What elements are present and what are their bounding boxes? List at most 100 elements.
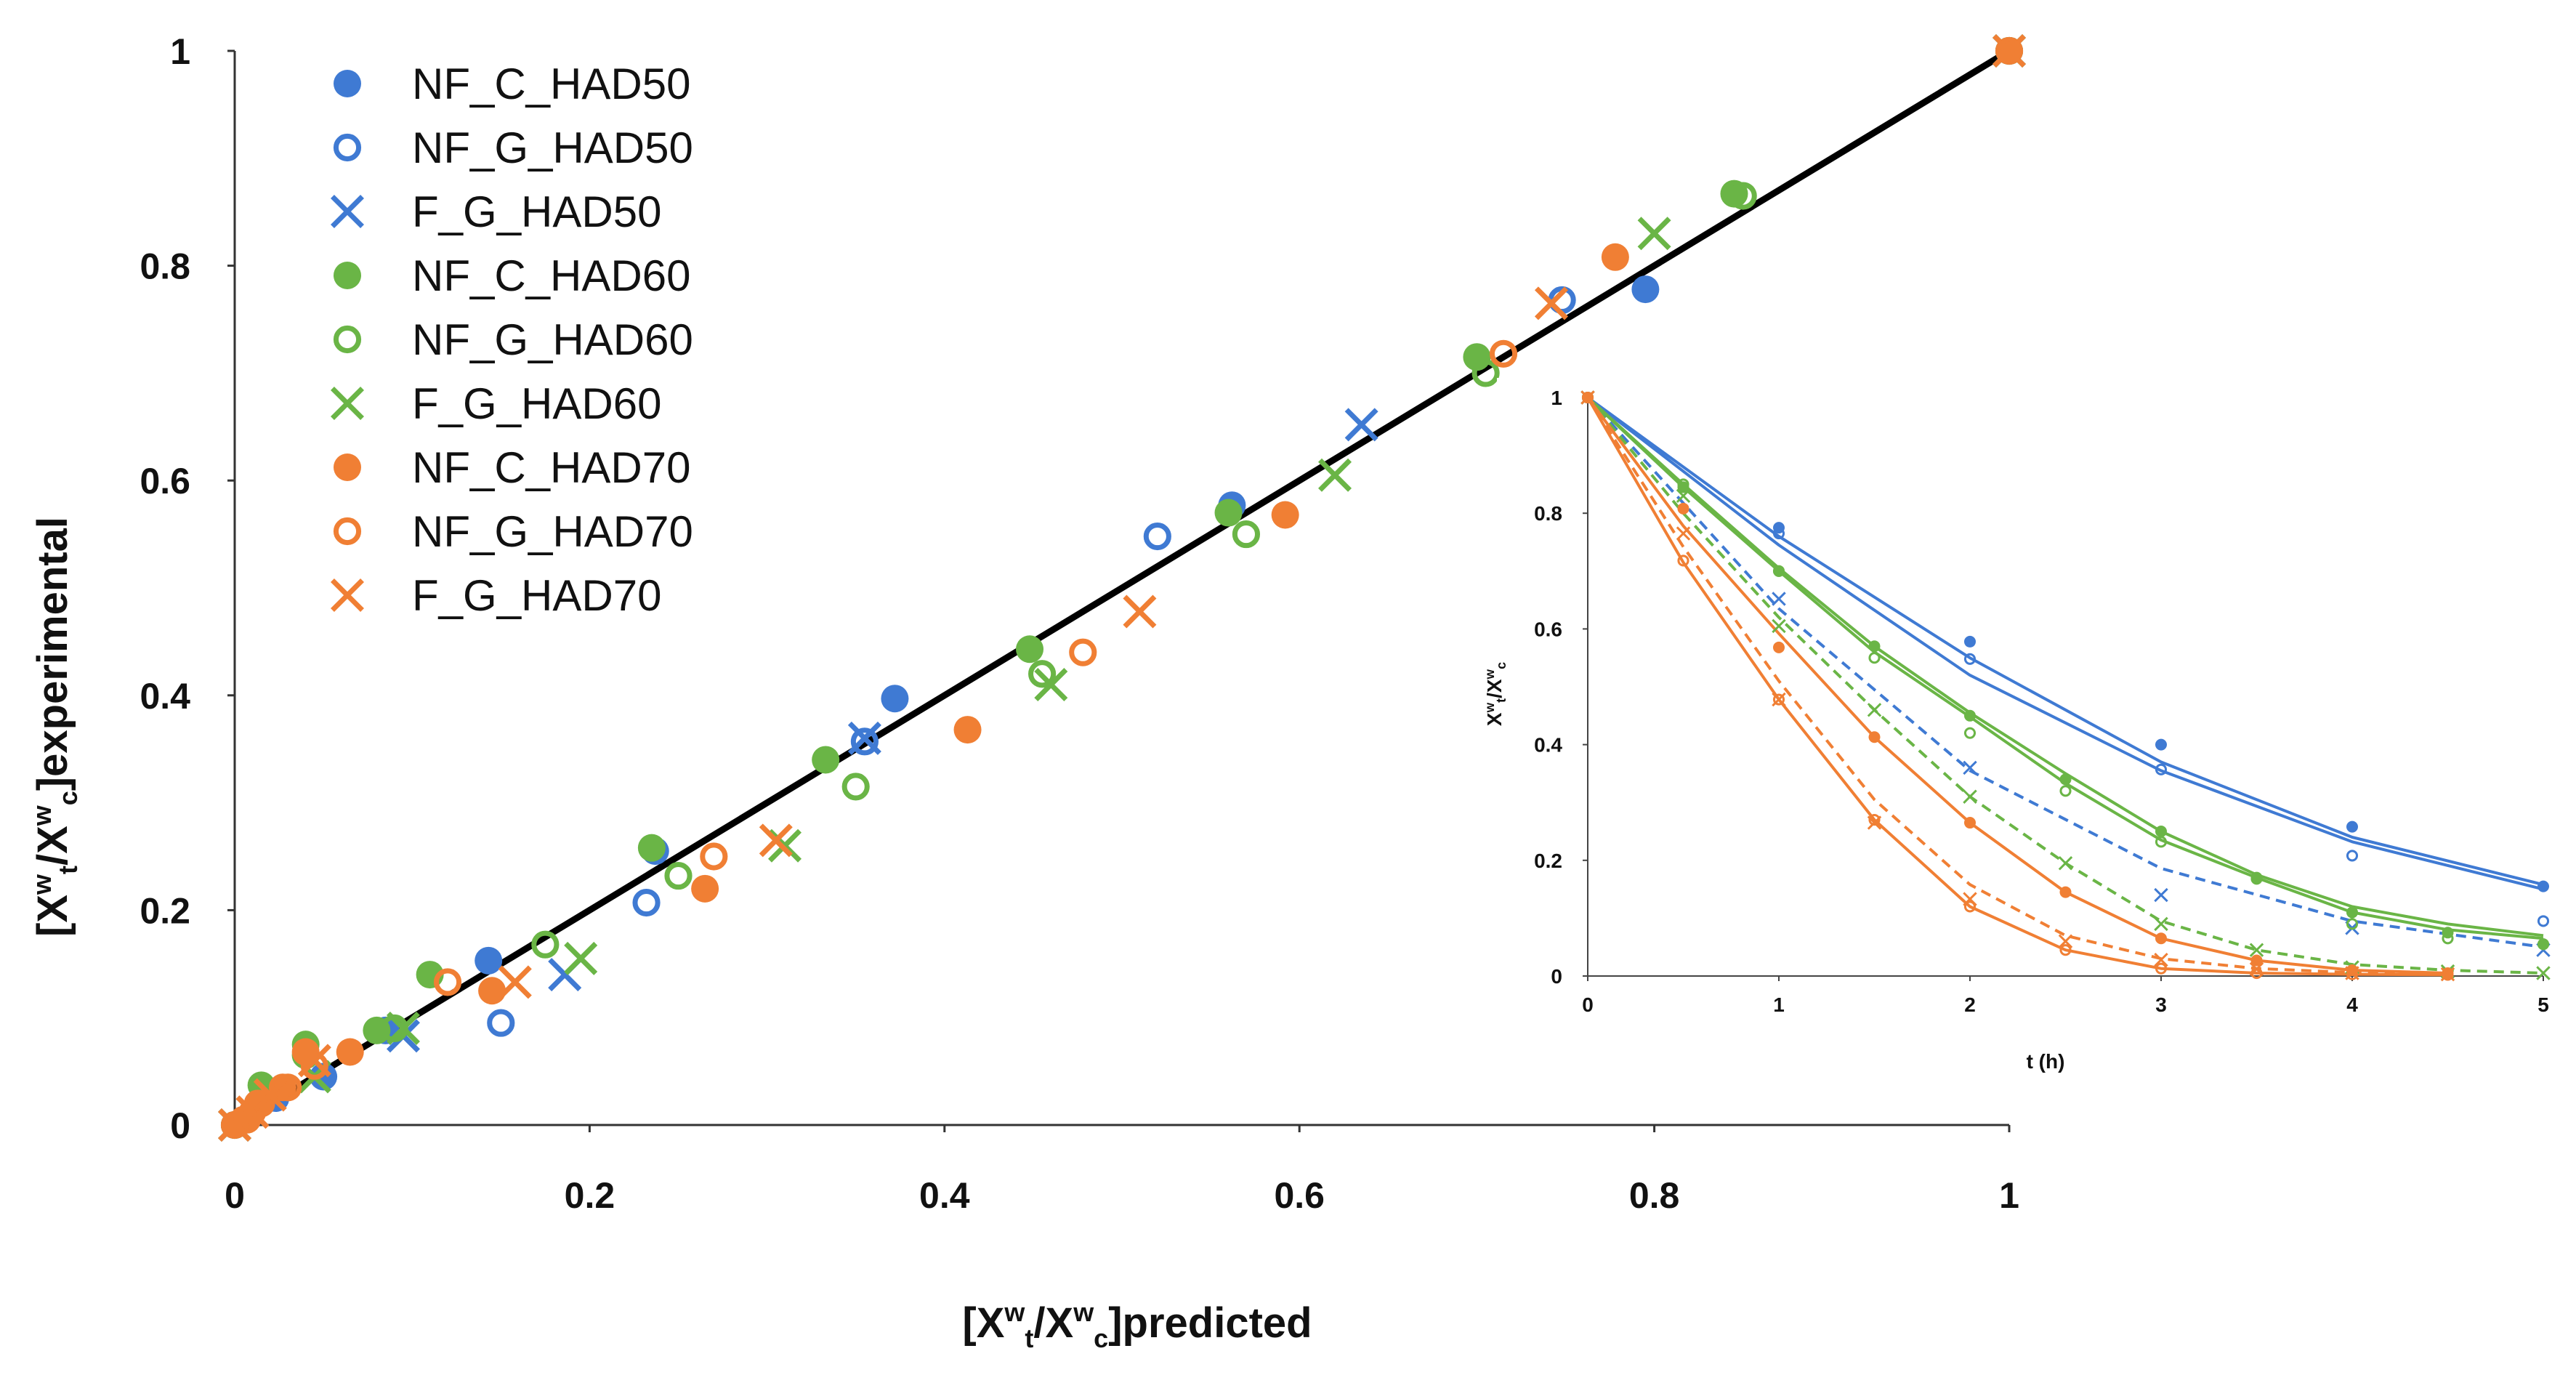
legend-label: NF_C_HAD50 [412,60,690,108]
inset-line-nf-c-had70-pred [1586,396,2448,975]
data-point [1344,408,1378,442]
inset-data-point [2059,944,2072,956]
inset-line-f-g-had50-pred [1586,396,2544,949]
legend-label: NF_G_HAD60 [412,315,693,364]
legend-label: NF_C_HAD60 [412,251,690,300]
inset-y-tick-label: 0.2 [1534,850,1562,872]
inset-data-point [2154,916,2168,932]
inset-data-point [1677,481,1689,493]
data-point [300,1052,328,1080]
main-points-layer [218,34,2026,1142]
data-point [700,842,728,871]
inset-x-tick-label: 5 [2537,993,2549,1016]
data-point [1028,660,1057,688]
legend-label: F_G_HAD50 [412,188,661,236]
series-f-g-had70 [218,34,2026,1142]
x-tick-label: 1 [1999,1175,2019,1216]
reference-line-layer [233,48,2011,1128]
inset-data-point [2154,887,2168,903]
inset-series-f-g-had70-exp [1580,390,2455,982]
inset-data-point [1772,592,1786,606]
legend-marker [331,387,364,420]
inset-data-point [1772,528,1785,540]
inset-data-point [1772,618,1786,634]
x-tick-label: 0.2 [565,1175,615,1216]
legend-item: NF_C_HAD70 [334,443,690,492]
inset-data-point [1772,692,1786,707]
y-tick-label: 0 [170,1105,190,1146]
data-point [1214,499,1243,527]
inset-data-point [1868,814,1881,826]
inset-line-nf-g-had70-pred [1586,396,2448,977]
legend-label: NF_G_HAD50 [412,124,693,172]
inset-data-point [1772,565,1785,577]
legend-marker [333,517,362,546]
legend-item: NF_G_HAD60 [333,315,693,364]
inset-drying-plot: 0 1 2 3 4 5 0 0.2 0.4 0.6 0.8 1 Xwt/Xwc t (h) [1482,378,2572,1097]
inset-points-layer [1580,390,2551,982]
data-point [1034,668,1068,702]
data-point [1471,359,1500,387]
data-point [632,888,661,917]
data-point [487,1009,515,1037]
inset-data-point [2346,906,2358,919]
inset-data-point [2155,932,2167,945]
inset-data-point [2536,966,2551,980]
inset-y-tick-label: 0.6 [1534,618,1562,640]
data-point [1143,522,1171,551]
legend-item: F_G_HAD70 [331,571,661,620]
x-tick-label: 0 [225,1175,245,1216]
data-point [531,930,560,959]
y-tick-label: 0.8 [140,246,190,287]
x-tick-label: 0.8 [1629,1175,1680,1216]
inset-line-nf-g-had50-pred [1586,396,2544,891]
inset-x-tick-label: 4 [2346,993,2358,1016]
inset-data-point [1580,390,1595,405]
inset-x-tick-label: 2 [1964,993,1976,1016]
data-point [253,1078,287,1112]
legend-item: NF_C_HAD50 [334,60,690,108]
data-point [475,946,503,975]
data-point [637,834,666,862]
legend: NF_C_HAD50 NF_G_HAD50 F_G_HAD50 NF_C_HAD60 N… [331,60,693,620]
inset-x-tick-label: 1 [1773,993,1785,1016]
data-point [1271,501,1299,529]
legend-marker [331,578,364,612]
legend-item: NF_G_HAD70 [333,507,693,556]
inset-data-point [1677,502,1689,515]
inset-data-point [2537,915,2550,927]
legend-item: NF_C_HAD60 [334,251,690,300]
inset-data-point [1772,693,1785,706]
parity-plot: 0 0.2 0.4 0.6 0.8 1 0 0.2 0.4 0.6 0.8 1 [Xwt/Xwc]ex… [27,31,2026,1353]
inset-lines-layer [1586,396,2544,977]
legend-label: F_G_HAD60 [412,379,661,428]
data-point [1601,243,1629,271]
data-point [759,823,793,858]
legend-label: NF_G_HAD70 [412,507,693,556]
inset-data-point [1581,391,1594,404]
data-point [664,862,693,890]
data-point [1016,635,1044,664]
inset-y-tick-label: 1 [1551,387,1562,409]
data-point [841,773,870,801]
inset-data-point [2155,738,2167,751]
inset-data-point [1867,815,1882,830]
x-axis-title: [Xwt/Xwc]predicted [962,1297,1312,1353]
data-point [1069,638,1097,666]
data-point [386,1011,420,1045]
inset-data-point [2249,943,2264,957]
inset-data-point [2346,968,2359,980]
inset-tick-labels: 0 1 2 3 4 5 0 0.2 0.4 0.6 0.8 1 [1534,387,2549,1016]
main-tick-labels: 0 0.2 0.4 0.6 0.8 1 0 0.2 0.4 0.6 0.8 1 [140,31,2019,1216]
inset-line-f-g-had70-pred [1586,396,2448,976]
main-axes [227,49,2011,1132]
data-point [1992,34,2026,68]
data-point [812,746,840,774]
data-point [691,874,719,903]
data-point [433,968,462,996]
inset-data-point [1963,900,1977,913]
inset-data-point [1963,727,1977,739]
legend-item: NF_G_HAD50 [333,124,693,172]
legend-item: F_G_HAD60 [331,379,661,428]
